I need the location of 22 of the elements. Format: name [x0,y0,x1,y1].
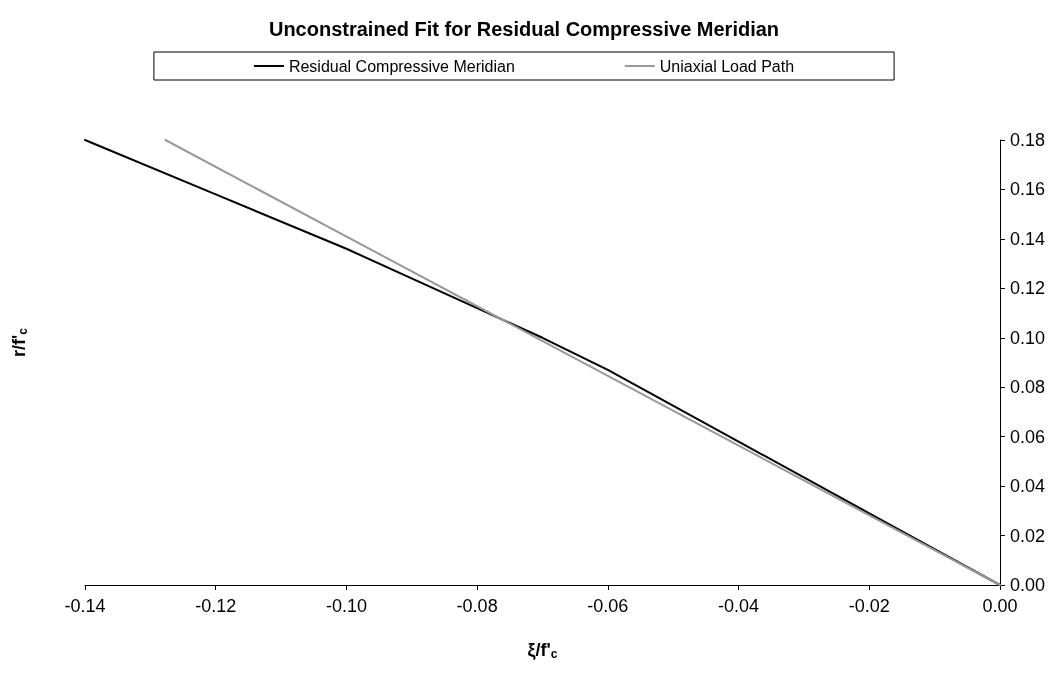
y-tick-label: 0.14 [1009,228,1046,249]
x-tick-label: -0.14 [64,596,106,616]
y-tick-label: 0.04 [1009,476,1046,497]
x-tick-label: -0.06 [587,596,629,616]
y-tick-label: 0.02 [1009,525,1046,546]
y-tick-label: 0.00 [1009,575,1046,595]
y-axis-title: r/f'c [9,327,30,357]
x-tick-label: 0.00 [982,596,1018,616]
y-tick-label: 0.18 [1009,130,1046,150]
x-tick-label: -0.10 [325,596,367,616]
x-tick-label: -0.08 [456,596,498,616]
legend-label: Residual Compressive Meridian [288,57,515,75]
x-tick-label: -0.04 [718,596,760,616]
legend-label: Uniaxial Load Path [659,57,795,75]
y-tick-label: 0.12 [1009,278,1046,299]
y-tick-label: 0.10 [1009,327,1046,348]
y-tick-label: 0.16 [1009,179,1046,200]
y-tick-label: 0.08 [1009,377,1046,398]
x-tick-label: -0.12 [195,596,237,616]
chart-title: Unconstrained Fit for Residual Compressive Meridian [268,18,780,40]
x-tick-label: -0.02 [848,596,890,616]
y-tick-label: 0.06 [1009,426,1046,447]
